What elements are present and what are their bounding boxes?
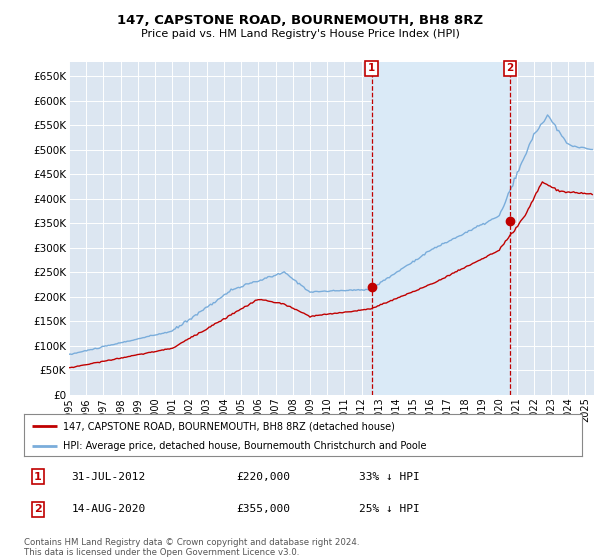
Text: 31-JUL-2012: 31-JUL-2012	[71, 472, 146, 482]
Text: 2: 2	[34, 505, 42, 515]
Text: 147, CAPSTONE ROAD, BOURNEMOUTH, BH8 8RZ (detached house): 147, CAPSTONE ROAD, BOURNEMOUTH, BH8 8RZ…	[63, 421, 395, 431]
Text: 2: 2	[506, 63, 514, 73]
Text: 14-AUG-2020: 14-AUG-2020	[71, 505, 146, 515]
Text: 33% ↓ HPI: 33% ↓ HPI	[359, 472, 419, 482]
Text: HPI: Average price, detached house, Bournemouth Christchurch and Poole: HPI: Average price, detached house, Bour…	[63, 441, 427, 451]
Text: 25% ↓ HPI: 25% ↓ HPI	[359, 505, 419, 515]
Text: Contains HM Land Registry data © Crown copyright and database right 2024.
This d: Contains HM Land Registry data © Crown c…	[24, 538, 359, 557]
Text: 1: 1	[368, 63, 375, 73]
Text: Price paid vs. HM Land Registry's House Price Index (HPI): Price paid vs. HM Land Registry's House …	[140, 29, 460, 39]
Text: £355,000: £355,000	[236, 505, 290, 515]
Text: £220,000: £220,000	[236, 472, 290, 482]
Text: 147, CAPSTONE ROAD, BOURNEMOUTH, BH8 8RZ: 147, CAPSTONE ROAD, BOURNEMOUTH, BH8 8RZ	[117, 14, 483, 27]
Text: 1: 1	[34, 472, 42, 482]
Bar	[371, 62, 510, 395]
